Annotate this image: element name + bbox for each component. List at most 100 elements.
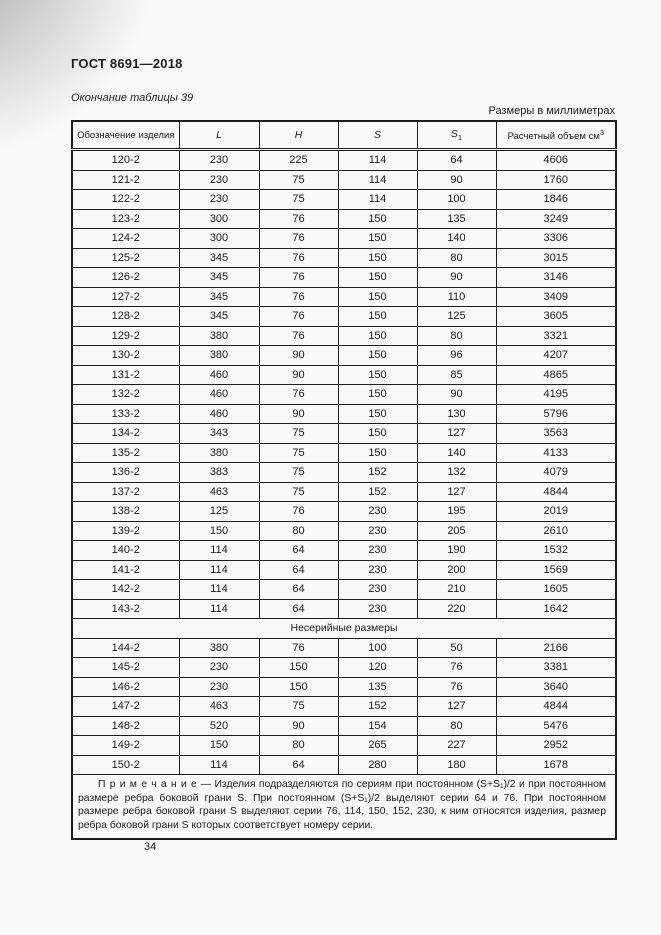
table-row: 123-2 300 76 150 135 3249 <box>71 208 617 229</box>
table-cell: 139-2 <box>71 520 180 541</box>
table-cell: 205 <box>416 520 497 541</box>
table-cell: 114 <box>178 579 260 600</box>
table-cell: 4195 <box>495 384 617 405</box>
table-cell: 135 <box>337 676 418 697</box>
table-cell: 145-2 <box>71 657 180 678</box>
col-header-S: S <box>337 120 418 151</box>
table-cell: 127 <box>416 423 497 444</box>
table-cell: 3321 <box>495 325 617 346</box>
table-cell: 152 <box>337 481 418 502</box>
table-row: 134-2 343 75 150 127 3563 <box>71 423 617 444</box>
table-cell: 114 <box>337 189 418 210</box>
note-row: П р и м е ч а н и е — Изделия подразделя… <box>71 774 617 840</box>
table-cell: 137-2 <box>71 481 180 502</box>
table-cell: 190 <box>416 540 497 561</box>
table-cell: 75 <box>258 481 339 502</box>
table-cell: 90 <box>416 384 497 405</box>
table-cell: 2952 <box>495 735 617 756</box>
table-row: 127-2 345 76 150 110 3409 <box>71 286 617 307</box>
table-cell: 129-2 <box>71 325 180 346</box>
table-cell: 300 <box>178 208 260 229</box>
note-label: П р и м е ч а н и е <box>98 779 198 790</box>
table-row: 141-2 114 64 230 200 1569 <box>71 559 617 580</box>
table-cell: 144-2 <box>71 637 180 658</box>
table-cell: 100 <box>337 637 418 658</box>
table-cell: 90 <box>258 715 339 736</box>
section-label: Несерийные размеры <box>71 618 617 639</box>
table-cell: 2610 <box>495 520 617 541</box>
table-cell: 4133 <box>495 442 617 463</box>
table-cell: 3605 <box>495 306 617 327</box>
table-row: 146-2 230 150 135 76 3640 <box>71 676 617 697</box>
table-cell: 230 <box>337 559 418 580</box>
table-cell: 460 <box>178 403 260 424</box>
table-cell: 343 <box>178 423 260 444</box>
table-cell: 136-2 <box>71 462 180 483</box>
table-row: 142-2 114 64 230 210 1605 <box>71 579 617 600</box>
table-cell: 5476 <box>495 715 617 736</box>
table-cell: 300 <box>178 228 260 249</box>
table-cell: 143-2 <box>71 598 180 619</box>
table-cell: 154 <box>337 715 418 736</box>
table-cell: 150 <box>337 267 418 288</box>
table-cell: 64 <box>258 559 339 580</box>
table-cell: 230 <box>178 169 260 190</box>
table-row: 129-2 380 76 150 80 3321 <box>71 325 617 346</box>
table-row: 128-2 345 76 150 125 3605 <box>71 306 617 327</box>
table-cell: 227 <box>416 735 497 756</box>
table-cell: 132-2 <box>71 384 180 405</box>
table-cell: 463 <box>178 696 260 717</box>
table-cell: 345 <box>178 306 260 327</box>
table-cell: 225 <box>258 149 339 171</box>
table-row: 149-2 150 80 265 227 2952 <box>71 735 617 756</box>
table-cell: 460 <box>178 364 260 385</box>
table-cell: 75 <box>258 696 339 717</box>
table-cell: 1642 <box>495 598 617 619</box>
table-row: 136-2 383 75 152 132 4079 <box>71 462 617 483</box>
table-cell: 4207 <box>495 345 617 366</box>
table-cell: 76 <box>258 306 339 327</box>
table-cell: 76 <box>258 286 339 307</box>
table-cell: 90 <box>416 169 497 190</box>
table-cell: 75 <box>258 442 339 463</box>
table-cell: 345 <box>178 267 260 288</box>
table-cell: 64 <box>258 540 339 561</box>
table-cell: 150-2 <box>71 754 180 775</box>
table-cell: 128-2 <box>71 306 180 327</box>
table-cell: 76 <box>258 208 339 229</box>
dimensions-table: Обозначение изделия L H S S1 Расчетный о… <box>71 120 617 841</box>
table-cell: 463 <box>178 481 260 502</box>
table-cell: 4844 <box>495 696 617 717</box>
table-cell: 150 <box>337 247 418 268</box>
table-cell: 140-2 <box>71 540 180 561</box>
table-cell: 230 <box>178 149 260 171</box>
table-cell: 114 <box>337 149 418 171</box>
table-cell: 76 <box>258 384 339 405</box>
table-cell: 90 <box>258 345 339 366</box>
col-header-L: L <box>178 120 260 151</box>
table-cell: 3306 <box>495 228 617 249</box>
table-cell: 150 <box>337 423 418 444</box>
table-cell: 147-2 <box>71 696 180 717</box>
table-row: 147-2 463 75 152 127 4844 <box>71 696 617 717</box>
table-cell: 4606 <box>495 149 617 171</box>
table-cell: 150 <box>337 306 418 327</box>
table-cell: 76 <box>258 247 339 268</box>
table-cell: 280 <box>337 754 418 775</box>
table-cell: 75 <box>258 169 339 190</box>
table-cell: 230 <box>337 579 418 600</box>
table-cell: 1760 <box>495 169 617 190</box>
table-cell: 150 <box>258 676 339 697</box>
table-row: 135-2 380 75 150 140 4133 <box>71 442 617 463</box>
table-cell: 195 <box>416 501 497 522</box>
table-cell: 150 <box>337 403 418 424</box>
table-cell: 135 <box>416 208 497 229</box>
table-row: 132-2 460 76 150 90 4195 <box>71 384 617 405</box>
table-cell: 80 <box>416 325 497 346</box>
table-cell: 80 <box>258 520 339 541</box>
table-cell: 142-2 <box>71 579 180 600</box>
table-cell: 150 <box>337 345 418 366</box>
table-row: 144-2 380 76 100 50 2166 <box>71 637 617 658</box>
table-cell: 114 <box>337 169 418 190</box>
table-cell: 80 <box>258 735 339 756</box>
